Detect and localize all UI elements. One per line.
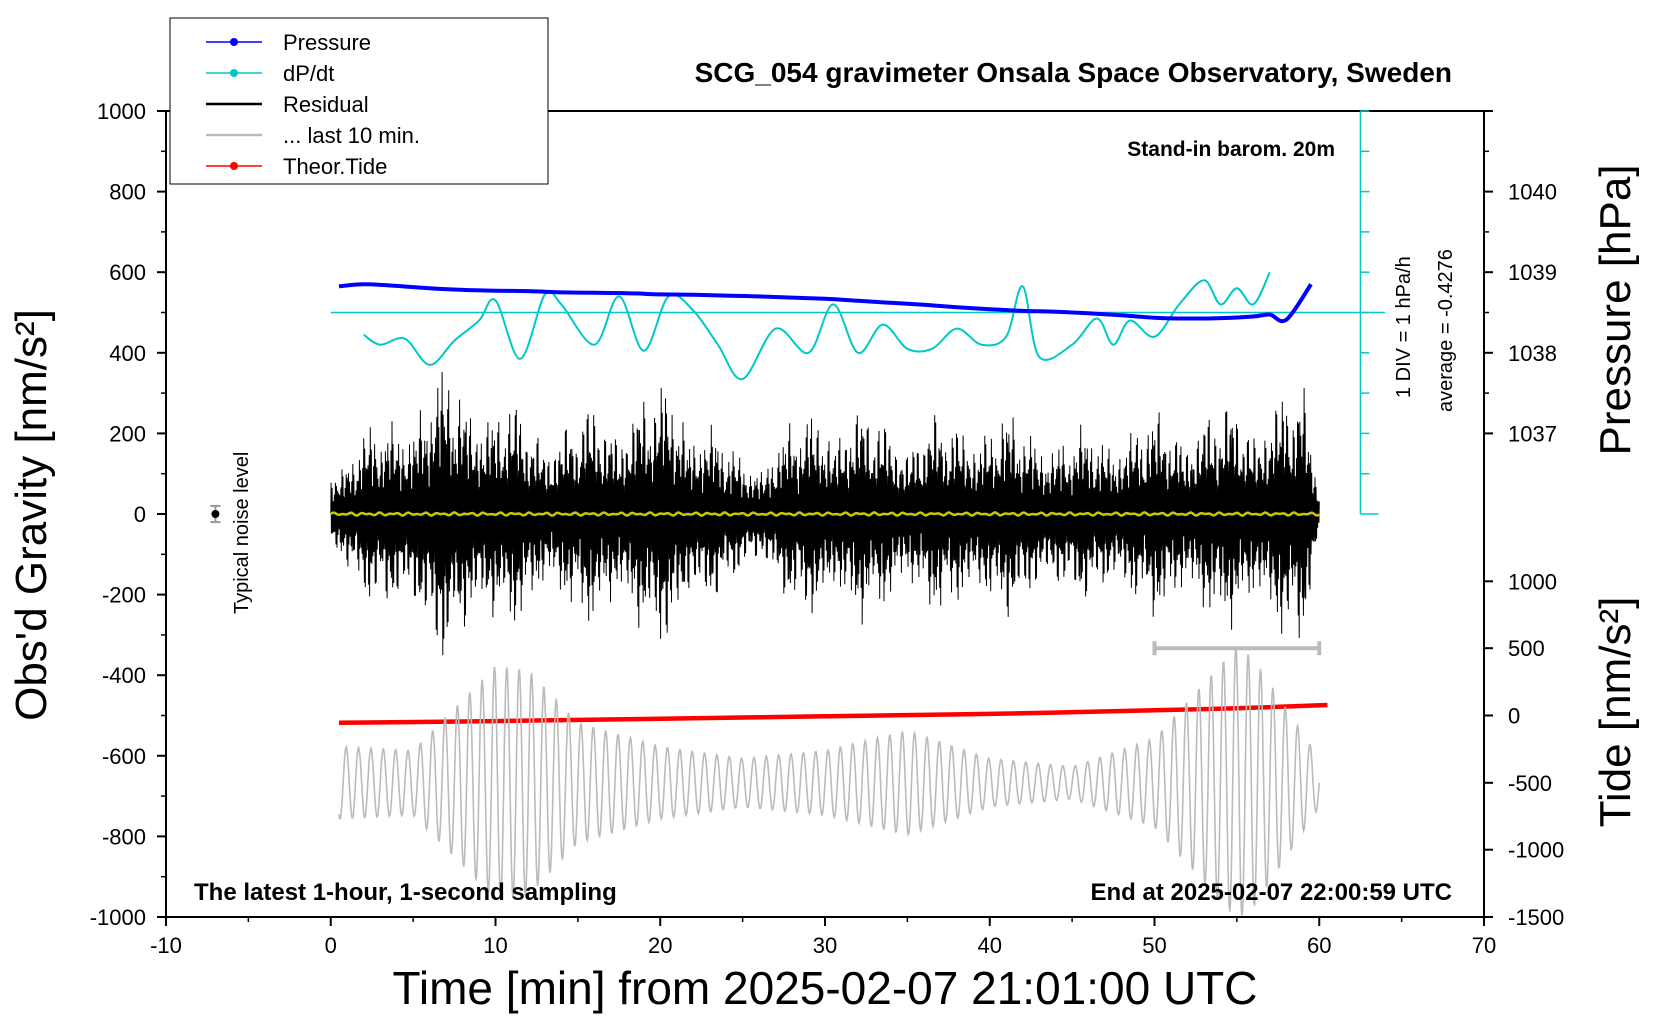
legend-swatch-marker (230, 38, 238, 46)
y-tick-label: -800 (102, 824, 146, 849)
tide-tick-label: 1000 (1508, 569, 1557, 594)
legend-label: Pressure (283, 30, 371, 55)
y-tick-label: -400 (102, 663, 146, 688)
legend-label: Theor.Tide (283, 154, 387, 179)
legend-swatch-marker (230, 162, 238, 170)
y-tick-label: 800 (109, 180, 146, 205)
sampling-note: The latest 1-hour, 1-second sampling (194, 879, 617, 906)
legend-label: dP/dt (283, 61, 334, 86)
y-tick-label: 200 (109, 421, 146, 446)
x-tick-label: 70 (1472, 933, 1496, 958)
pressure-tick-label: 1038 (1508, 341, 1557, 366)
tide-tick-label: -1500 (1508, 905, 1564, 930)
theor-tide-line (338, 702, 1328, 726)
pressure-tick-label: 1037 (1508, 421, 1557, 446)
pressure-line (338, 282, 1313, 324)
y-tick-label: -600 (102, 744, 146, 769)
x-tick-label: 30 (813, 933, 837, 958)
tide-tick-label: -500 (1508, 771, 1552, 796)
last10-line (338, 645, 1321, 916)
y-axis-title-tide: Tide [nm/s²] (1591, 597, 1640, 828)
end-time-note: End at 2025-02-07 22:00:59 UTC (1091, 879, 1453, 906)
legend-swatch-marker (230, 69, 238, 77)
dpdt-average-note: average = -0.4276 (1435, 249, 1457, 412)
tide-tick-label: 0 (1508, 704, 1520, 729)
residual-mean-line (330, 511, 1320, 517)
y-tick-label: 1000 (97, 99, 146, 124)
legend-label: ... last 10 min. (283, 123, 420, 148)
pressure-tick-label: 1040 (1508, 180, 1557, 205)
y-tick-label: 400 (109, 341, 146, 366)
y-tick-label: 0 (134, 502, 146, 527)
noise-note: Typical noise level (231, 452, 253, 614)
dpdt-scale-note: 1 DIV = 1 hPa/h (1393, 256, 1415, 398)
pressure-tick-label: 1039 (1508, 260, 1557, 285)
tide-tick-label: 500 (1508, 636, 1545, 661)
y-axis-title-pressure: Pressure [hPa] (1591, 164, 1640, 455)
x-tick-label: -10 (150, 933, 182, 958)
x-tick-label: 50 (1142, 933, 1166, 958)
y-tick-label: -1000 (90, 905, 146, 930)
tide-tick-label: -1000 (1508, 838, 1564, 863)
residual-line (330, 371, 1320, 656)
barometer-note: Stand-in barom. 20m (1127, 138, 1335, 161)
noise-point (211, 510, 220, 518)
x-tick-label: 0 (325, 933, 337, 958)
dpdt-line (363, 271, 1271, 381)
x-tick-label: 40 (978, 933, 1002, 958)
x-axis-title: Time [min] from 2025-02-07 21:01:00 UTC (393, 962, 1258, 1014)
legend: Pressure dP/dt Residual ... last 10 min. The… (169, 17, 549, 185)
y-tick-label: 600 (109, 260, 146, 285)
chart-title: SCG_054 gravimeter Onsala Space Observat… (695, 57, 1452, 88)
y-tick-label: -200 (102, 583, 146, 608)
y-axis-title-left: Obs'd Gravity [nm/s²] (7, 309, 56, 721)
x-tick-label: 20 (648, 933, 672, 958)
legend-label: Residual (283, 92, 369, 117)
x-tick-label: 60 (1307, 933, 1331, 958)
x-tick-label: 10 (483, 933, 507, 958)
